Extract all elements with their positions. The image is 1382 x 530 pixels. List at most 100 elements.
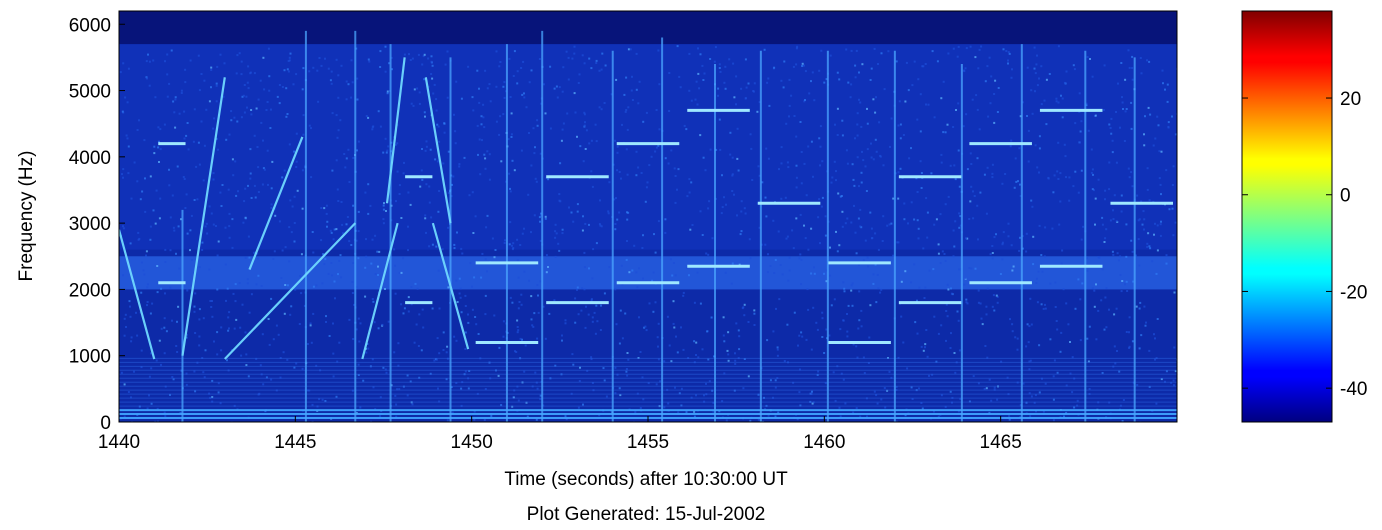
noise-speckle [386,149,389,152]
noise-speckle [382,204,385,207]
noise-speckle [800,182,803,185]
noise-speckle [765,147,768,150]
noise-speckle [1153,333,1155,336]
noise-speckle [788,256,791,259]
noise-speckle [768,104,771,107]
noise-speckle [1011,68,1013,71]
noise-speckle [310,176,313,179]
noise-speckle [191,259,193,261]
noise-speckle [1048,73,1051,75]
noise-speckle [965,47,968,50]
noise-speckle [137,231,140,234]
noise-speckle [125,326,127,328]
noise-speckle [545,271,548,274]
noise-speckle [590,170,593,173]
noise-speckle [309,322,312,325]
noise-speckle [140,291,143,294]
colorbar-tick-label: -20 [1340,282,1367,303]
noise-speckle [333,228,336,231]
noise-speckle [595,140,598,143]
noise-speckle [855,345,858,348]
noise-speckle [253,251,256,254]
noise-speckle [129,242,132,245]
noise-speckle [561,232,564,235]
noise-speckle [247,235,250,238]
noise-speckle [656,336,659,339]
noise-speckle [633,244,636,247]
noise-speckle [810,80,812,83]
noise-speckle [1131,250,1134,253]
noise-speckle [945,339,947,342]
noise-speckle [721,174,723,177]
noise-speckle [1140,200,1143,203]
noise-speckle [806,288,809,291]
noise-speckle [204,349,207,352]
noise-speckle [386,90,389,93]
noise-speckle [580,309,583,312]
noise-speckle [148,60,151,63]
noise-speckle [463,156,466,159]
noise-speckle [772,219,775,222]
noise-speckle [515,351,518,353]
noise-speckle [849,96,852,99]
noise-speckle [122,225,124,228]
noise-speckle [126,101,129,104]
noise-speckle [1174,370,1177,373]
noise-speckle [591,277,594,280]
noise-speckle [158,339,161,342]
noise-speckle [1118,370,1121,373]
noise-speckle [984,80,987,83]
noise-speckle [189,229,192,232]
noise-speckle [965,237,967,240]
noise-speckle [430,73,433,75]
noise-speckle [761,181,764,184]
noise-speckle [819,242,821,245]
noise-speckle [150,402,153,405]
noise-speckle [825,269,828,272]
noise-speckle [500,160,503,163]
noise-speckle [821,196,824,199]
noise-speckle [989,253,992,256]
noise-speckle [980,317,983,320]
noise-speckle [1097,178,1100,181]
noise-speckle [847,81,850,84]
noise-speckle [721,206,724,209]
noise-speckle [308,124,311,127]
noise-speckle [615,197,617,200]
noise-speckle [536,387,539,390]
noise-speckle [230,110,233,113]
noise-speckle [211,400,214,403]
noise-speckle [1061,97,1064,100]
noise-speckle [168,168,170,171]
noise-speckle [867,265,870,268]
noise-speckle [737,169,740,172]
noise-speckle [682,291,685,294]
noise-speckle [850,289,853,292]
noise-speckle [433,359,436,362]
noise-speckle [792,247,795,250]
noise-speckle [246,282,249,285]
noise-speckle [999,273,1002,275]
noise-speckle [682,348,685,351]
noise-speckle [859,225,862,228]
noise-speckle [293,366,296,369]
noise-speckle [1069,372,1072,375]
noise-speckle [1053,359,1056,362]
noise-speckle [348,318,351,321]
noise-speckle [406,374,409,377]
noise-speckle [1040,254,1043,256]
noise-speckle [486,270,488,273]
noise-speckle [488,178,491,181]
x-axis: 1440 1445 1450 1455 1460 1465 [98,416,1022,453]
noise-speckle [263,168,266,171]
noise-speckle [701,64,704,67]
noise-speckle [289,199,292,202]
noise-speckle [425,183,428,186]
noise-speckle [154,222,157,225]
noise-speckle [158,140,160,143]
sweep-mark [424,77,452,224]
noise-speckle [588,142,591,145]
noise-speckle [815,321,818,324]
noise-speckle [152,209,155,212]
